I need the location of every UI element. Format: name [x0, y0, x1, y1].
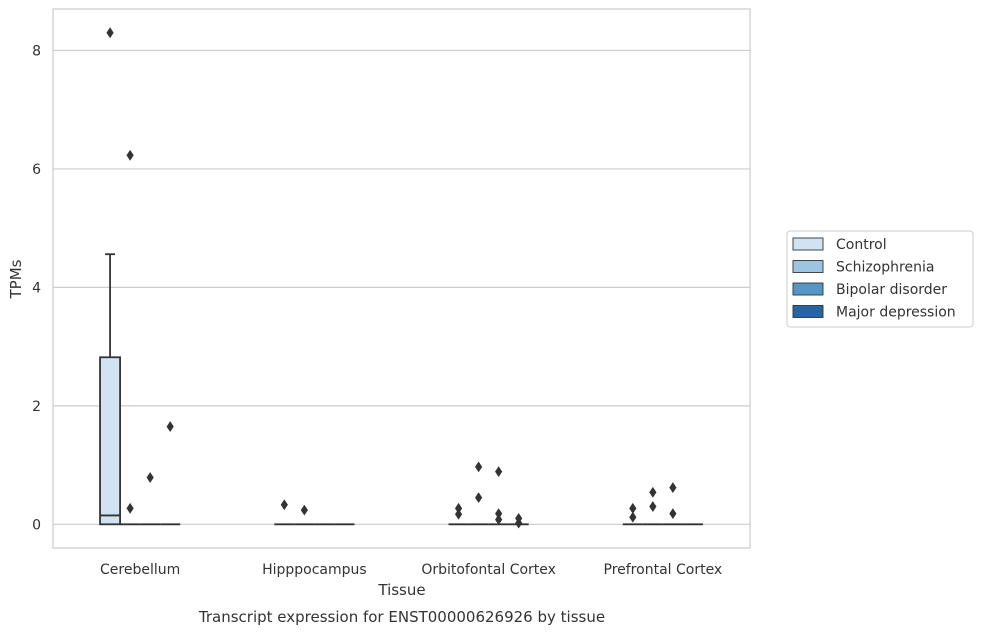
outlier-point — [300, 504, 308, 516]
legend-label: Bipolar disorder — [836, 282, 947, 298]
x-axis-ticks: Cerebellum Hipppocampus Orbitofontal Corte… — [100, 562, 722, 578]
outlier-point — [669, 482, 677, 493]
legend-frame — [786, 230, 974, 328]
outlier-point — [629, 511, 637, 523]
legend-label: Control — [836, 237, 887, 253]
legend-label: Major depression — [836, 305, 956, 321]
box-groups — [99, 253, 703, 526]
y-tick-label: 4 — [32, 280, 41, 296]
y-axis-ticks: 0 2 4 6 8 — [32, 43, 41, 533]
outlier-points — [106, 27, 677, 529]
y-tick-label: 0 — [32, 517, 41, 533]
outlier-point — [454, 508, 463, 520]
outlier-point — [495, 508, 503, 520]
legend-swatch — [792, 282, 824, 296]
outlier-point — [475, 492, 483, 504]
legend-label: Schizophrenia — [836, 260, 934, 276]
x-tick-label: Cerebellum — [100, 562, 180, 578]
y-tick-label: 2 — [32, 399, 41, 415]
outlier-point — [280, 499, 288, 511]
outlier-point — [515, 512, 523, 524]
y-tick-label: 8 — [32, 43, 41, 59]
outlier-point — [649, 486, 657, 498]
outlier-point — [669, 508, 677, 520]
box-0-0 — [99, 253, 121, 526]
box-body — [99, 356, 121, 526]
outlier-point — [475, 461, 483, 473]
outlier-point — [495, 466, 503, 477]
x-axis-title: Tissue — [377, 581, 425, 599]
x-tick-label: Orbitofontal Cortex — [421, 562, 556, 578]
outlier-point — [649, 501, 657, 512]
outlier-point — [166, 421, 174, 432]
outlier-point — [106, 27, 114, 39]
outlier-point — [495, 514, 503, 525]
x-tick-label: Hipppocampus — [262, 562, 367, 578]
legend-swatch — [792, 305, 824, 318]
chart-caption: Transcript expression for ENST0000062692… — [198, 608, 605, 626]
x-tick-label: Prefrontal Cortex — [604, 562, 723, 578]
y-axis-title: TPMs — [7, 259, 25, 299]
outlier-point — [126, 502, 134, 514]
grid-lines — [53, 49, 750, 525]
outlier-point — [146, 472, 154, 483]
legend: Control Schizophrenia Bipolar disorder Majo… — [786, 230, 974, 328]
plot-frame — [52, 8, 751, 549]
outlier-point — [126, 149, 134, 161]
legend-swatch — [792, 260, 824, 273]
outlier-point — [454, 502, 463, 514]
y-tick-label: 6 — [32, 162, 41, 178]
legend-swatch — [792, 237, 824, 251]
outlier-point — [629, 502, 637, 514]
